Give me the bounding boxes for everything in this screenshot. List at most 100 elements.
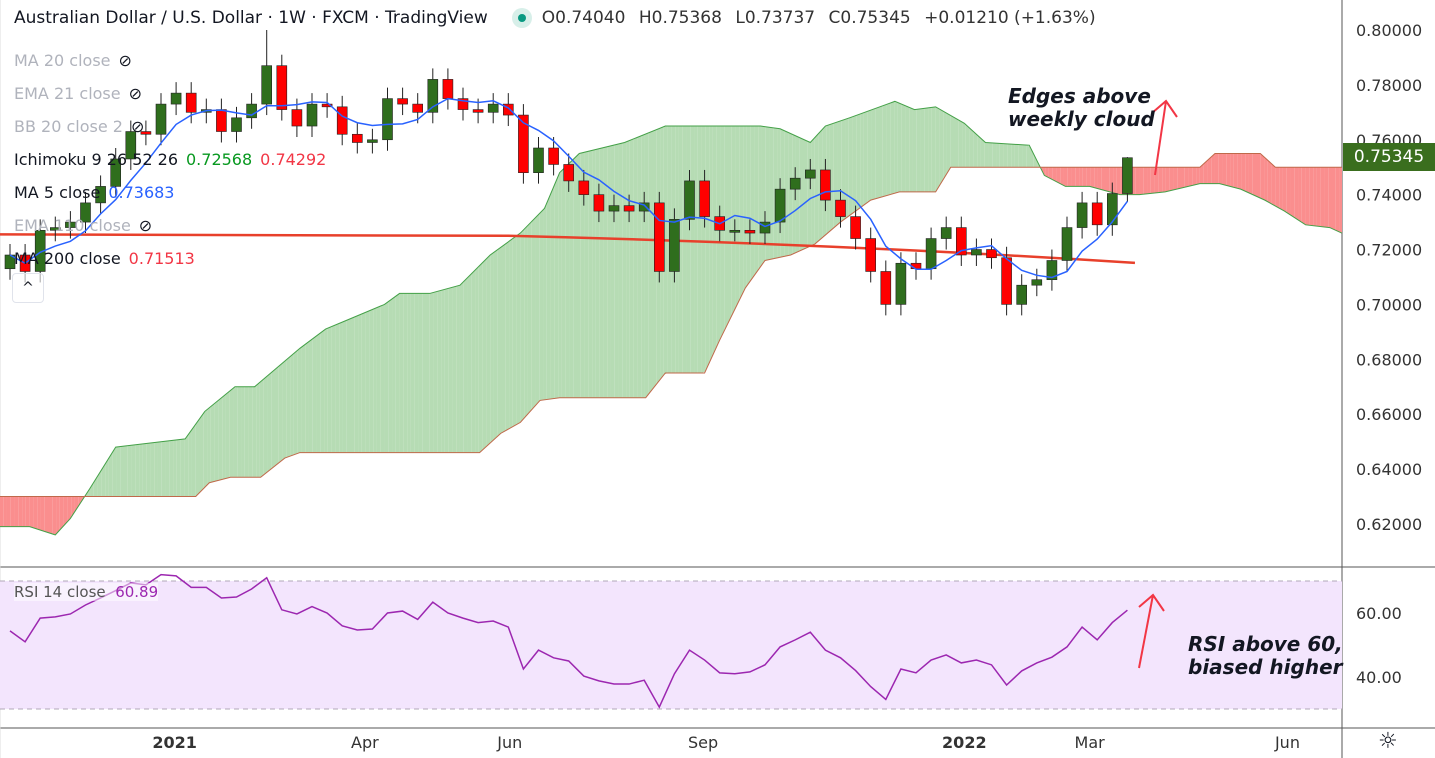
- eye-off-icon[interactable]: ⊘: [130, 117, 145, 136]
- ichimoku-cloud-segment: [395, 293, 400, 453]
- arrow-head: [1151, 99, 1178, 118]
- ma200-line: [0, 233, 1136, 265]
- candle-body: [744, 230, 756, 234]
- candle: [1031, 268, 1043, 297]
- collapse-legend-button[interactable]: ^: [12, 273, 44, 303]
- annotation-line: biased higher: [1188, 655, 1343, 679]
- ichimoku-cloud-segment: [1173, 167, 1178, 190]
- gear-icon[interactable]: ☼: [1378, 729, 1398, 754]
- ichimoku-cloud-segment: [860, 112, 864, 208]
- ichimoku-cloud-segment: [1131, 167, 1136, 195]
- ichimoku-cloud-segment: [56, 496, 60, 535]
- eye-off-icon[interactable]: ⊘: [138, 216, 153, 235]
- legend-item[interactable]: MA 20 close ⊘: [14, 44, 326, 77]
- ichimoku-cloud-segment: [1169, 167, 1174, 191]
- ichimoku-cloud-segment: [1279, 167, 1283, 211]
- candle-body: [502, 103, 514, 116]
- eye-off-icon[interactable]: ⊘: [118, 51, 132, 70]
- ichimoku-cloud-segment: [1113, 167, 1117, 194]
- ichimoku-cloud-segment: [342, 320, 347, 453]
- candle-body: [925, 238, 937, 270]
- symbol-title[interactable]: Australian Dollar / U.S. Dollar · 1W · F…: [14, 8, 488, 28]
- ichimoku-cloud-segment: [482, 258, 487, 450]
- eye-off-icon[interactable]: ⊘: [128, 84, 143, 103]
- ichimoku-cloud-segment: [203, 409, 208, 489]
- ichimoku-cloud-segment: [992, 142, 997, 168]
- ichimoku-cloud-segment: [1309, 167, 1314, 226]
- legend-item[interactable]: EMA 110 close ⊘: [14, 209, 326, 242]
- ichimoku-cloud-segment: [1143, 167, 1148, 195]
- ichimoku-cloud-segment: [769, 127, 774, 260]
- ichimoku-cloud-segment: [290, 353, 294, 457]
- ichimoku-cloud-segment: [909, 107, 913, 192]
- time-tick-label: Apr: [351, 733, 379, 752]
- candle: [986, 238, 997, 269]
- rsi-label: RSI 14 close: [14, 583, 106, 601]
- ichimoku-cloud-segment: [1305, 167, 1310, 226]
- legend-item[interactable]: Ichimoku 9 26 52 26 0.72568 0.74292: [14, 143, 326, 176]
- ichimoku-cloud-segment: [1135, 167, 1140, 195]
- rsi-legend[interactable]: RSI 14 close 60.89: [14, 583, 159, 601]
- candle-body: [246, 103, 257, 119]
- price-tick-label: 0.80000: [1356, 21, 1422, 40]
- ichimoku-cloud-segment: [573, 155, 578, 398]
- ichimoku-cloud-segment: [973, 131, 978, 168]
- ichimoku-cloud-segment: [305, 341, 309, 453]
- ichimoku-cloud-segment: [939, 108, 944, 186]
- ichimoku-cloud-segment: [516, 233, 521, 425]
- candle: [955, 216, 967, 266]
- ichimoku-cloud-segment: [293, 350, 298, 455]
- ichimoku-cloud-segment: [977, 134, 981, 168]
- price-pane: [0, 30, 1342, 536]
- candle: [321, 93, 333, 118]
- candle: [759, 211, 771, 245]
- ichimoku-cloud-segment: [37, 496, 41, 531]
- price-tick-label: 0.66000: [1356, 405, 1422, 424]
- high-value: H0.75368: [638, 8, 722, 28]
- ichimoku-cloud-segment: [142, 443, 147, 497]
- ichimoku-cloud-segment: [565, 163, 570, 398]
- ichimoku-cloud-segment: [750, 126, 755, 281]
- legend-item[interactable]: MA 200 close 0.71513: [14, 242, 326, 275]
- candle: [533, 137, 544, 184]
- ichimoku-cloud-segment: [663, 126, 668, 375]
- ichimoku-cloud-segment: [1207, 156, 1212, 184]
- price-tick-label: 0.74000: [1356, 186, 1422, 205]
- ichimoku-cloud-segment: [1188, 167, 1193, 187]
- ichimoku-cloud-segment: [1267, 160, 1272, 204]
- ichimoku-cloud-segment: [614, 143, 619, 398]
- ichimoku-cloud-segment: [1003, 143, 1008, 168]
- ichimoku-cloud-segment: [524, 225, 528, 419]
- ichimoku-cloud-segment: [607, 145, 611, 398]
- ichimoku-cloud-segment: [705, 126, 710, 372]
- legend-item[interactable]: MA 5 close 0.73683: [14, 176, 326, 209]
- ichimoku-cloud-segment: [161, 441, 166, 497]
- ichimoku-cloud-segment: [1230, 153, 1234, 188]
- candle-body: [578, 180, 590, 195]
- ichimoku-cloud-segment: [218, 397, 223, 481]
- time-tick-label: 2021: [152, 733, 197, 752]
- ichimoku-cloud-segment: [686, 126, 691, 373]
- legend-item[interactable]: EMA 21 close ⊘: [14, 77, 326, 110]
- ichimoku-cloud-segment: [222, 394, 226, 480]
- ichimoku-cloud-segment: [490, 252, 494, 443]
- candle: [246, 93, 257, 129]
- ichimoku-cloud-segment: [739, 126, 744, 301]
- legend-value: 0.73683: [108, 183, 175, 202]
- ichimoku-cloud-segment: [784, 130, 789, 257]
- candle: [1046, 249, 1058, 291]
- candle-body: [940, 227, 952, 239]
- ichimoku-cloud-segment: [871, 108, 876, 200]
- legend-item[interactable]: BB 20 close 2 ⊘: [14, 110, 326, 143]
- candle: [185, 82, 197, 124]
- candle: [306, 93, 318, 138]
- candle: [653, 191, 665, 283]
- candle-body: [231, 117, 242, 132]
- ichimoku-cloud-segment: [1052, 167, 1057, 182]
- candle: [820, 158, 831, 212]
- candle-body: [533, 147, 544, 173]
- ichimoku-cloud-segment: [1063, 167, 1068, 187]
- candle: [638, 191, 650, 223]
- legend-label: MA 5 close: [14, 183, 101, 202]
